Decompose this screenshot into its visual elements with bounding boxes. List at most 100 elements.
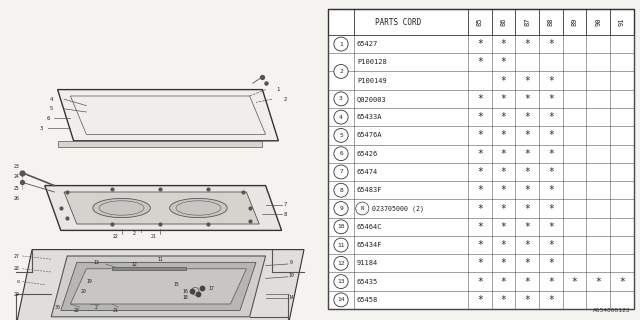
Text: *: * bbox=[548, 149, 554, 159]
Text: PARTS CORD: PARTS CORD bbox=[374, 18, 421, 27]
Text: 7: 7 bbox=[339, 170, 343, 174]
Text: 28: 28 bbox=[13, 266, 19, 271]
Text: 90: 90 bbox=[595, 18, 601, 27]
Polygon shape bbox=[64, 192, 259, 224]
Text: *: * bbox=[477, 149, 483, 159]
Text: *: * bbox=[524, 112, 530, 122]
Text: *: * bbox=[500, 57, 506, 67]
Point bbox=[196, 285, 207, 291]
Point bbox=[107, 221, 117, 227]
Text: 8: 8 bbox=[339, 188, 343, 193]
Text: 4: 4 bbox=[49, 97, 53, 102]
Text: *: * bbox=[548, 295, 554, 305]
Point bbox=[193, 292, 204, 297]
Text: 24: 24 bbox=[13, 173, 19, 179]
Text: 14: 14 bbox=[289, 295, 294, 300]
Polygon shape bbox=[58, 141, 262, 147]
Text: 3: 3 bbox=[40, 125, 44, 131]
Text: *: * bbox=[477, 167, 483, 177]
Text: 21: 21 bbox=[151, 234, 156, 239]
Text: *: * bbox=[524, 167, 530, 177]
Text: 65434F: 65434F bbox=[357, 242, 383, 248]
Text: 91: 91 bbox=[619, 18, 625, 27]
Polygon shape bbox=[58, 90, 278, 141]
Point bbox=[203, 186, 213, 191]
Text: *: * bbox=[524, 204, 530, 213]
Text: *: * bbox=[477, 276, 483, 287]
Point bbox=[244, 205, 255, 211]
Circle shape bbox=[334, 275, 348, 289]
Text: 89: 89 bbox=[572, 18, 577, 27]
Text: 6: 6 bbox=[339, 151, 343, 156]
Circle shape bbox=[334, 147, 348, 161]
Circle shape bbox=[334, 238, 348, 252]
Text: *: * bbox=[500, 167, 506, 177]
Text: 1: 1 bbox=[339, 42, 343, 47]
Text: *: * bbox=[524, 94, 530, 104]
Text: 5: 5 bbox=[49, 106, 53, 111]
Text: 10: 10 bbox=[337, 224, 345, 229]
Text: *: * bbox=[548, 39, 554, 49]
Text: *: * bbox=[524, 185, 530, 195]
Text: *: * bbox=[524, 276, 530, 287]
Text: *: * bbox=[500, 112, 506, 122]
Text: 2: 2 bbox=[95, 305, 97, 310]
Text: *: * bbox=[477, 222, 483, 232]
Text: 65427: 65427 bbox=[357, 41, 378, 47]
Point bbox=[62, 189, 72, 195]
Text: 18: 18 bbox=[183, 295, 188, 300]
Text: *: * bbox=[524, 149, 530, 159]
Text: A654000123: A654000123 bbox=[593, 308, 630, 313]
Text: *: * bbox=[548, 167, 554, 177]
Text: *: * bbox=[524, 76, 530, 86]
Text: *: * bbox=[477, 204, 483, 213]
Text: 26: 26 bbox=[13, 196, 19, 201]
Text: *: * bbox=[477, 94, 483, 104]
Text: o: o bbox=[17, 279, 19, 284]
Text: 20: 20 bbox=[81, 289, 86, 294]
Ellipse shape bbox=[170, 198, 227, 218]
Text: 85: 85 bbox=[477, 18, 483, 27]
Circle shape bbox=[334, 256, 348, 270]
Circle shape bbox=[356, 202, 369, 215]
Text: *: * bbox=[477, 185, 483, 195]
Text: *: * bbox=[595, 276, 601, 287]
Text: Q020003: Q020003 bbox=[357, 96, 387, 102]
Point bbox=[244, 218, 255, 223]
Point bbox=[203, 221, 213, 227]
Text: 91184: 91184 bbox=[357, 260, 378, 266]
Point bbox=[260, 81, 271, 86]
Text: *: * bbox=[524, 240, 530, 250]
Text: *: * bbox=[500, 204, 506, 213]
Text: *: * bbox=[548, 276, 554, 287]
Text: 17: 17 bbox=[209, 285, 214, 291]
Text: 11: 11 bbox=[157, 257, 163, 262]
Point bbox=[17, 170, 28, 175]
Text: 2: 2 bbox=[283, 97, 287, 102]
Text: *: * bbox=[477, 57, 483, 67]
Point bbox=[155, 221, 165, 227]
Text: *: * bbox=[500, 94, 506, 104]
Point bbox=[238, 189, 248, 195]
Text: 14: 14 bbox=[337, 297, 345, 302]
Point bbox=[56, 205, 66, 211]
Text: *: * bbox=[477, 240, 483, 250]
Text: *: * bbox=[500, 276, 506, 287]
Circle shape bbox=[334, 110, 348, 124]
Circle shape bbox=[334, 183, 348, 197]
Text: P100128: P100128 bbox=[357, 59, 387, 65]
Text: *: * bbox=[500, 258, 506, 268]
Ellipse shape bbox=[93, 198, 150, 218]
Text: *: * bbox=[477, 295, 483, 305]
Text: 2: 2 bbox=[133, 231, 136, 236]
Text: *: * bbox=[524, 222, 530, 232]
Polygon shape bbox=[112, 267, 186, 270]
Text: *: * bbox=[500, 185, 506, 195]
Circle shape bbox=[334, 293, 348, 307]
Text: 65435: 65435 bbox=[357, 279, 378, 284]
Text: 2: 2 bbox=[339, 69, 343, 74]
Polygon shape bbox=[61, 262, 256, 310]
Text: 5: 5 bbox=[339, 133, 343, 138]
Text: 65433A: 65433A bbox=[357, 114, 383, 120]
Text: *: * bbox=[500, 149, 506, 159]
